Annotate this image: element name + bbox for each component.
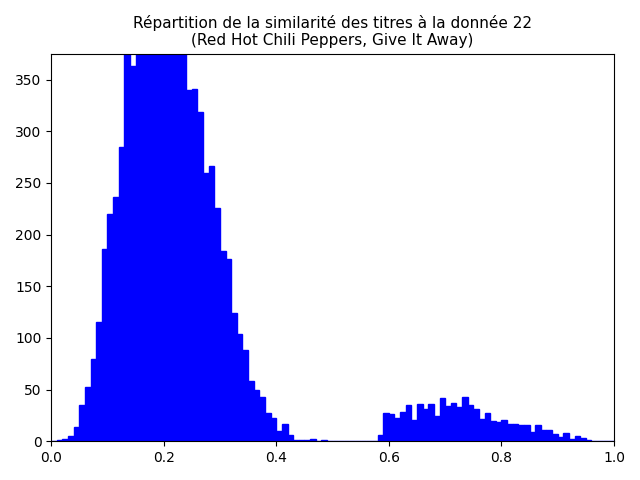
Bar xyxy=(113,197,118,441)
Bar xyxy=(220,251,225,441)
Bar xyxy=(496,421,501,441)
Bar xyxy=(484,413,490,441)
Bar xyxy=(586,440,591,441)
Bar xyxy=(214,208,220,441)
Bar xyxy=(259,397,265,441)
Bar xyxy=(271,418,276,441)
Bar xyxy=(445,406,451,441)
Bar xyxy=(152,0,158,441)
Bar xyxy=(124,45,130,441)
Bar xyxy=(378,435,383,441)
Bar xyxy=(412,420,417,441)
Bar xyxy=(158,9,164,441)
Bar xyxy=(529,432,535,441)
Bar xyxy=(428,404,434,441)
Bar xyxy=(225,259,231,441)
Bar xyxy=(253,390,259,441)
Bar xyxy=(186,90,192,441)
Bar xyxy=(180,37,186,441)
Bar xyxy=(513,424,518,441)
Bar xyxy=(231,313,237,441)
Bar xyxy=(547,430,552,441)
Bar xyxy=(287,435,293,441)
Bar xyxy=(400,412,406,441)
Bar xyxy=(563,433,569,441)
Bar xyxy=(501,420,507,441)
Bar xyxy=(417,404,422,441)
Bar xyxy=(175,5,180,441)
Bar xyxy=(305,440,310,441)
Bar xyxy=(265,413,271,441)
Bar xyxy=(276,431,282,441)
Bar xyxy=(456,407,462,441)
Bar xyxy=(557,437,563,441)
Bar xyxy=(209,167,214,441)
Bar xyxy=(422,409,428,441)
Bar xyxy=(575,436,580,441)
Bar xyxy=(96,323,102,441)
Bar xyxy=(248,381,253,441)
Bar xyxy=(580,438,586,441)
Bar xyxy=(130,66,136,441)
Bar xyxy=(90,359,96,441)
Bar xyxy=(473,409,479,441)
Bar xyxy=(293,440,299,441)
Bar xyxy=(541,430,547,441)
Bar xyxy=(68,436,74,441)
Bar xyxy=(79,405,85,441)
Bar xyxy=(321,440,327,441)
Bar xyxy=(462,397,468,441)
Bar xyxy=(524,425,529,441)
Bar xyxy=(299,440,305,441)
Bar xyxy=(479,419,484,441)
Bar xyxy=(192,89,198,441)
Bar xyxy=(243,350,248,441)
Bar xyxy=(383,413,389,441)
Bar xyxy=(282,424,287,441)
Bar xyxy=(108,214,113,441)
Bar xyxy=(147,0,152,441)
Bar xyxy=(62,439,68,441)
Title: Répartition de la similarité des titres à la donnée 22
(Red Hot Chili Peppers, G: Répartition de la similarité des titres … xyxy=(133,15,532,48)
Bar xyxy=(102,249,108,441)
Bar xyxy=(569,439,575,441)
Bar xyxy=(389,414,394,441)
Bar xyxy=(74,427,79,441)
Bar xyxy=(507,424,513,441)
Bar xyxy=(535,425,541,441)
Bar xyxy=(85,386,90,441)
Bar xyxy=(118,147,124,441)
Bar xyxy=(451,403,456,441)
Bar xyxy=(490,420,496,441)
Bar xyxy=(136,20,141,441)
Bar xyxy=(518,425,524,441)
Bar xyxy=(468,405,473,441)
Bar xyxy=(198,112,203,441)
Bar xyxy=(237,334,243,441)
Bar xyxy=(394,418,400,441)
Bar xyxy=(57,440,62,441)
Bar xyxy=(170,30,175,441)
Bar xyxy=(552,434,557,441)
Bar xyxy=(203,173,209,441)
Bar xyxy=(406,405,412,441)
Bar xyxy=(164,0,170,441)
Bar xyxy=(434,417,440,441)
Bar xyxy=(310,439,316,441)
Bar xyxy=(141,0,147,441)
Bar xyxy=(440,398,445,441)
